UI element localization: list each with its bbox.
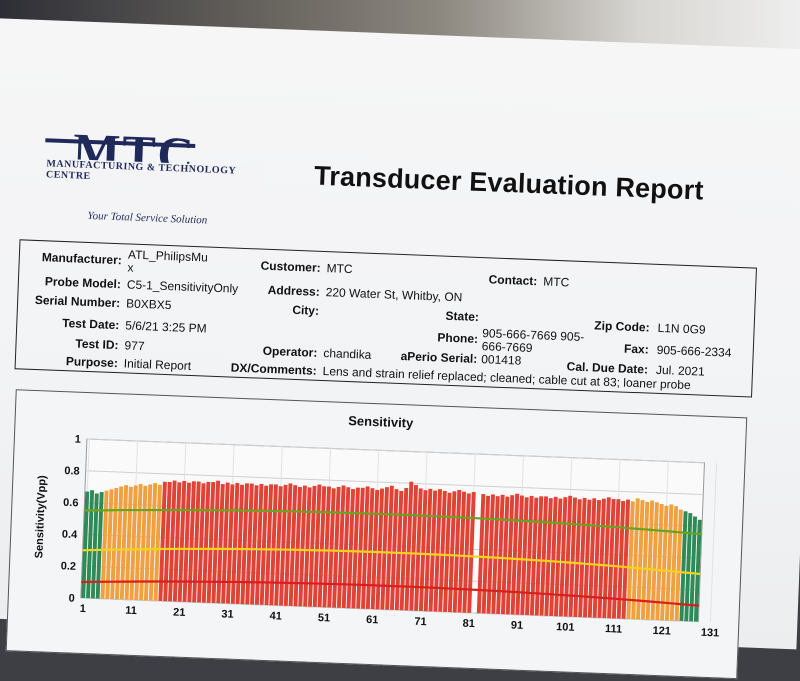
test-id-value: 977 bbox=[124, 338, 145, 353]
x-tick-label: 71 bbox=[414, 616, 427, 628]
y-axis-label: Sensitivity(Vpp) bbox=[33, 475, 48, 559]
purpose-value: Initial Report bbox=[124, 356, 192, 373]
x-tick-label: 61 bbox=[366, 614, 379, 626]
probe-model-value: C5-1_SensitivityOnly bbox=[127, 277, 239, 295]
state-label: State: bbox=[445, 309, 479, 324]
test-id-label: Test ID: bbox=[75, 337, 119, 353]
test-date-label: Test Date: bbox=[62, 316, 120, 332]
x-tick-label: 41 bbox=[269, 610, 282, 622]
logo-tagline: Your Total Service Solution bbox=[87, 210, 207, 227]
address-label: Address: bbox=[267, 283, 320, 299]
x-tick-label: 121 bbox=[652, 625, 671, 638]
fax-value: 905-666-2334 bbox=[656, 343, 731, 360]
purpose-label: Purpose: bbox=[66, 354, 119, 370]
x-tick-label: 131 bbox=[701, 627, 720, 640]
report-title: Transducer Evaluation Report bbox=[314, 161, 705, 207]
x-tick-label: 1 bbox=[80, 603, 87, 615]
x-tick-label: 51 bbox=[318, 612, 331, 624]
contact-value: MTC bbox=[543, 274, 570, 289]
manufacturer-value-1: ATL_PhilipsMu bbox=[128, 247, 208, 264]
contact-label: Contact: bbox=[488, 272, 537, 288]
manufacturer-value-2: x bbox=[127, 260, 134, 274]
probe-model-label: Probe Model: bbox=[45, 274, 121, 291]
y-tick-label: 0.4 bbox=[62, 529, 79, 542]
y-tick-label: 0.8 bbox=[64, 465, 80, 478]
aperio-serial-label: aPerio Serial: bbox=[400, 349, 477, 366]
x-tick-label: 21 bbox=[173, 606, 186, 618]
manufacturer-label: Manufacturer: bbox=[42, 250, 122, 267]
y-tick-label: 1 bbox=[75, 434, 82, 446]
y-tick-label: 0.6 bbox=[63, 497, 79, 510]
serial-number-value: B0XBX5 bbox=[126, 296, 172, 312]
gridline-x bbox=[710, 463, 716, 622]
y-tick-label: 0.2 bbox=[60, 560, 76, 573]
customer-value: MTC bbox=[326, 261, 353, 276]
fax-label: Fax: bbox=[624, 342, 649, 357]
x-tick-label: 81 bbox=[462, 618, 475, 630]
operator-value: chandika bbox=[323, 346, 372, 362]
aperio-serial-value: 001418 bbox=[481, 352, 522, 368]
cal-due-date-value: Jul. 2021 bbox=[656, 363, 705, 379]
address-value: 220 Water St, Whitby, ON bbox=[325, 285, 462, 304]
info-table: Manufacturer: ATL_PhilipsMu x Probe Mode… bbox=[15, 239, 757, 397]
x-tick-label: 101 bbox=[556, 621, 575, 634]
logo-company-name: MANUFACTURING & TECHNOLOGY CENTRE bbox=[44, 158, 265, 188]
operator-label: Operator: bbox=[262, 344, 317, 360]
x-tick-label: 11 bbox=[125, 605, 137, 617]
zip-code-value: L1N 0G9 bbox=[657, 321, 706, 337]
report-page: MTC MANUFACTURING & TECHNOLOGY CENTRE Yo… bbox=[0, 18, 800, 649]
y-tick-label: 0 bbox=[68, 592, 75, 604]
dx-comments-label: DX/Comments: bbox=[230, 361, 316, 378]
x-tick-label: 91 bbox=[511, 619, 524, 631]
city-label: City: bbox=[292, 303, 319, 318]
phone-label: Phone: bbox=[437, 330, 478, 346]
customer-label: Customer: bbox=[260, 259, 321, 275]
x-tick-label: 111 bbox=[605, 623, 623, 636]
test-date-value: 5/6/21 3:25 PM bbox=[125, 318, 207, 335]
zip-code-label: Zip Code: bbox=[594, 318, 650, 334]
x-tick-label: 31 bbox=[221, 608, 234, 620]
serial-number-label: Serial Number: bbox=[35, 293, 121, 310]
mtc-logo: MTC MANUFACTURING & TECHNOLOGY CENTRE Yo… bbox=[42, 120, 266, 238]
